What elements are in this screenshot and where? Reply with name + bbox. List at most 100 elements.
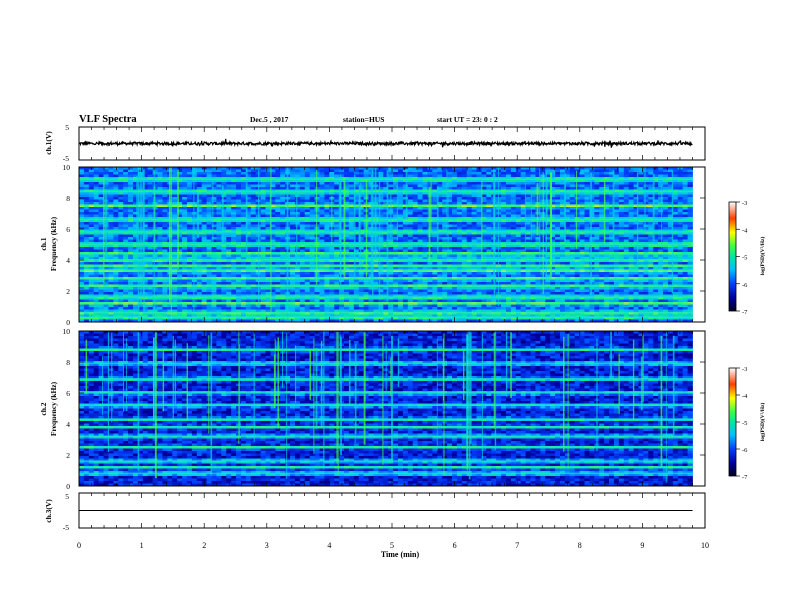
spectrogram-cell [667, 172, 674, 175]
spectrogram-cell [564, 212, 571, 215]
spectrogram-cell [319, 182, 325, 185]
spectrogram-cell [682, 262, 688, 265]
spectrogram-cell [623, 169, 630, 173]
spectrogram-cell [569, 192, 576, 195]
spectrogram-cell [191, 212, 198, 215]
spectrogram-cell [623, 247, 630, 250]
spectrogram-cell [226, 194, 232, 198]
spectrogram-cell [653, 167, 659, 170]
spectrogram-cell [245, 259, 252, 263]
spectrogram-cell [353, 222, 360, 225]
spectrogram-cell [93, 224, 100, 228]
spectrogram-cell [555, 257, 561, 260]
spectrogram-cell [186, 174, 193, 178]
spectrogram-cell [191, 172, 198, 175]
spectrogram-cell [520, 232, 527, 235]
spectrogram-cell [628, 207, 634, 210]
spectrogram-cell [142, 214, 149, 218]
spectrogram-cell [98, 179, 104, 183]
spectrogram-cell [520, 257, 527, 260]
spectrogram-cell [383, 234, 389, 238]
spectrogram-cell [83, 172, 90, 175]
spectrogram-cell [383, 192, 389, 195]
spectrogram-cell [93, 212, 100, 215]
spectrogram-cell [118, 259, 124, 263]
spectrogram-cell [564, 242, 571, 245]
spectrogram-cell [663, 229, 669, 233]
spectrogram-cell [383, 169, 389, 173]
spectrogram-cell [618, 199, 625, 203]
spectrogram-cell [182, 179, 188, 183]
spectrogram-cell [147, 174, 154, 178]
spectrogram-cell [569, 217, 576, 220]
spectrogram-cell [294, 202, 301, 205]
spectrogram-cell [437, 167, 443, 170]
spectrogram-cell [653, 187, 659, 190]
spectrogram-cell [304, 232, 311, 235]
spectrogram-cell [579, 179, 585, 183]
spectrogram-cell [658, 222, 664, 225]
spectrogram-cell [461, 194, 468, 198]
spectrogram-cell [383, 224, 389, 228]
spectrogram-cell [520, 182, 527, 185]
spectrogram-cell [113, 214, 119, 218]
spectrogram-cell [505, 224, 512, 228]
spectrogram-cell [579, 227, 585, 230]
spectrogram-cell [275, 194, 281, 198]
spectrogram-cell [162, 242, 168, 245]
spectrogram-cell [294, 232, 301, 235]
spectrogram-cell [304, 224, 311, 228]
spectrogram-cell [481, 217, 487, 220]
spectrogram-cell [550, 212, 556, 215]
spectrogram-cell [402, 187, 409, 190]
spectrogram-cell [486, 227, 492, 230]
spectrogram-cell [555, 247, 561, 250]
spectrogram-cell [93, 259, 100, 263]
spectrogram-cell [555, 249, 561, 253]
spectrogram-cell [412, 174, 419, 178]
spectrogram-cell [162, 224, 168, 228]
spectrogram-cell [128, 259, 134, 263]
spectrogram-cell [486, 199, 492, 203]
spectrogram-cell [358, 247, 365, 250]
spectrogram-cell [142, 229, 149, 233]
spectrogram-cell [221, 242, 227, 245]
spectrogram-cell [579, 194, 585, 198]
spectrogram-cell [564, 224, 571, 228]
spectrogram-cell [667, 239, 674, 243]
spectrogram-cell [275, 234, 281, 238]
spectrogram-cell [98, 169, 104, 173]
spectrogram-cell [452, 222, 458, 225]
spectrogram-cell [476, 229, 482, 233]
spectrogram-cell [128, 224, 134, 228]
spectrogram-cell [211, 202, 217, 205]
spectrogram-cell [334, 262, 340, 265]
spectrogram-cell [579, 202, 585, 205]
spectrogram-cell [555, 227, 561, 230]
spectrogram-cell [304, 212, 311, 215]
spectrogram-cell [476, 197, 482, 200]
spectrogram-cell [677, 247, 684, 250]
spectrogram-cell [613, 197, 620, 200]
spectrogram-cell [638, 229, 644, 233]
spectrogram-cell [339, 259, 345, 263]
spectrogram-cell [344, 207, 350, 210]
spectrogram-cell [412, 197, 419, 200]
spectrogram-cell [108, 199, 114, 203]
spectrogram-cell [677, 222, 684, 225]
spectrogram-cell [344, 184, 350, 188]
spectrogram-cell [142, 259, 149, 263]
spectrogram-cell [648, 224, 654, 228]
spectrogram-cell [393, 219, 399, 223]
spectrogram-cell [442, 249, 448, 253]
spectrogram-cell [672, 214, 679, 218]
spectrogram-cell [118, 182, 124, 185]
spectrogram-cell [142, 199, 149, 203]
spectrogram-cell [613, 242, 620, 245]
spectrogram-cell [535, 234, 541, 238]
spectrogram-cell [128, 232, 134, 235]
spectrogram-cell [142, 257, 149, 260]
spectrogram-cell [79, 197, 85, 200]
spectrogram-cell [638, 224, 644, 228]
spectrogram-cell [299, 187, 306, 190]
